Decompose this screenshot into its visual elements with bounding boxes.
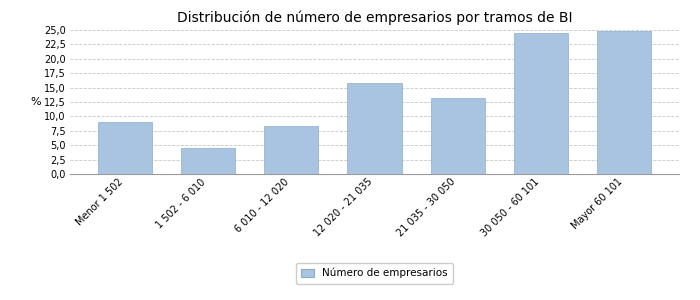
Y-axis label: %: % bbox=[30, 97, 41, 107]
Bar bbox=[264, 126, 318, 174]
Bar bbox=[597, 31, 651, 174]
Bar bbox=[430, 98, 485, 174]
Bar bbox=[98, 122, 152, 174]
Legend: Número de empresarios: Número de empresarios bbox=[296, 263, 453, 284]
Bar bbox=[181, 148, 235, 174]
Title: Distribución de número de empresarios por tramos de BI: Distribución de número de empresarios po… bbox=[176, 10, 573, 25]
Bar bbox=[347, 83, 402, 174]
Bar bbox=[514, 34, 568, 174]
